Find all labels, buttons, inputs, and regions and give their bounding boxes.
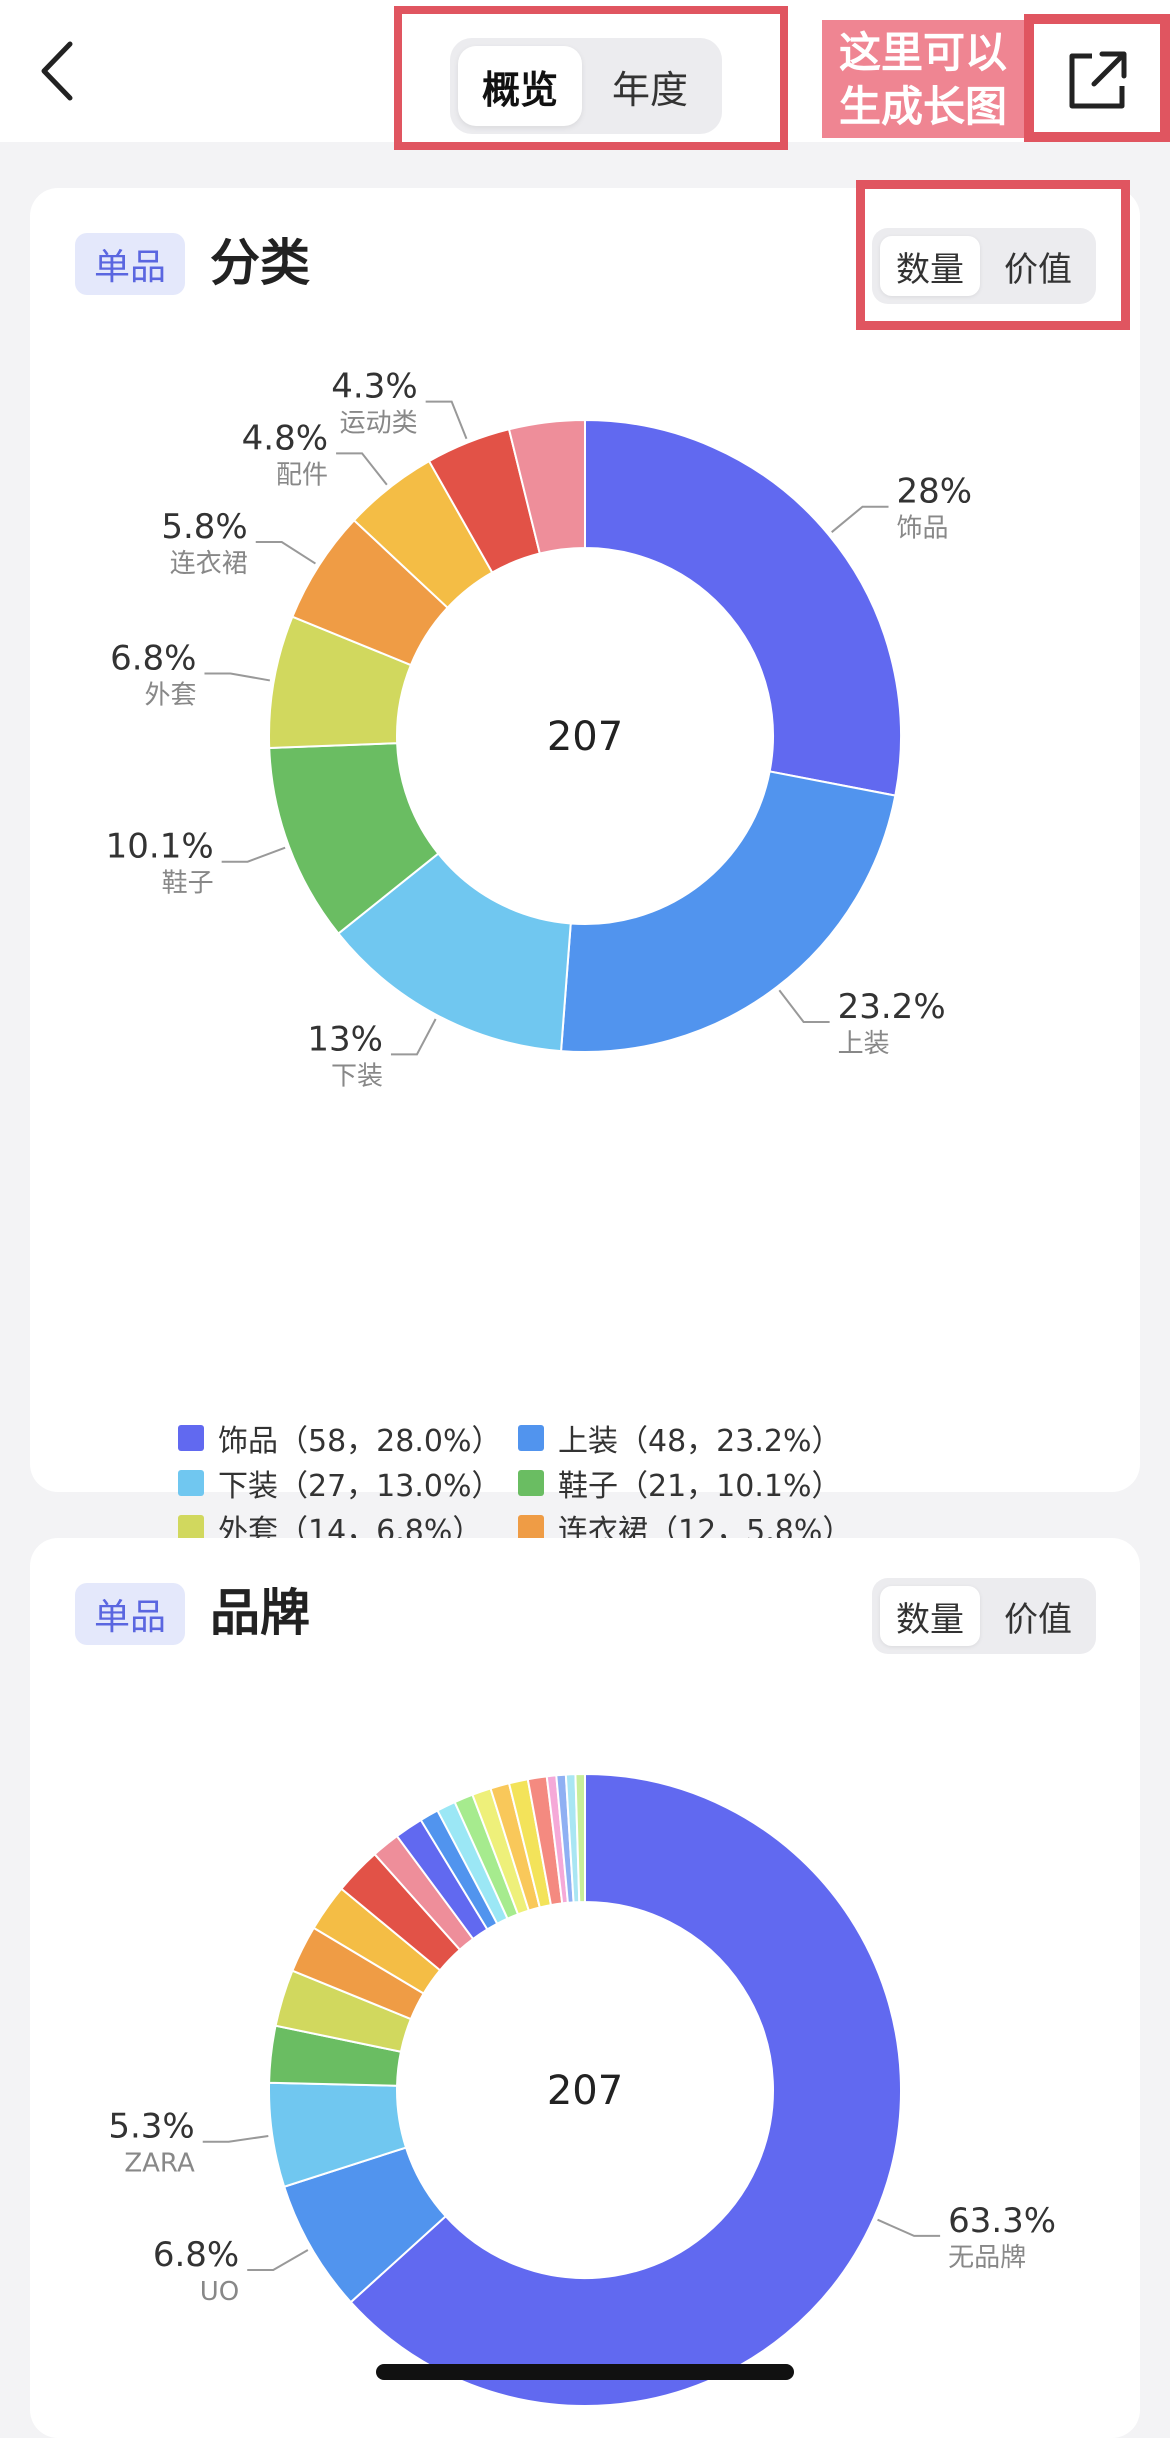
- pie-name-label: 连衣裙: [170, 549, 248, 579]
- toggle-highlight: [856, 180, 1130, 330]
- pie-slice[interactable]: [574, 1772, 586, 1904]
- toggle-value[interactable]: 价值: [1004, 1599, 1072, 1640]
- brand-card: 单品 品牌 数量 价值 63.3% 无品牌 6.8% UO 5.3% ZARA 207: [30, 1538, 1140, 2438]
- legend-label: 鞋子（21，10.1%）: [558, 1469, 842, 1504]
- pie-name-label: 外套: [144, 680, 196, 710]
- legend-item[interactable]: 鞋子（21，10.1%）: [518, 1461, 841, 1505]
- pie-label-leader: [425, 400, 468, 440]
- metric-toggle: 数量 价值: [872, 228, 1096, 304]
- pie-name-label: 上装: [838, 1029, 890, 1059]
- toggle-value[interactable]: 价值: [1004, 249, 1072, 290]
- pie-label-leader: [204, 672, 271, 682]
- pie-label-leader: [336, 452, 388, 486]
- view-tabs: 概览 年度: [450, 38, 722, 134]
- donut-center-total: 207: [547, 2068, 623, 2114]
- pie-slice[interactable]: [584, 418, 902, 797]
- pie-percent-label: 4.8%: [242, 418, 328, 458]
- pie-percent-label: 5.8%: [161, 507, 247, 547]
- toggle-count[interactable]: 数量: [880, 236, 980, 296]
- pie-percent-label: 6.8%: [110, 638, 196, 678]
- pie-name-label: 鞋子: [162, 869, 214, 899]
- category-donut-chart: 28%饰品 23.2%上装 13%下装 10.1%鞋子 6.8%外套 5.8%连衣裙 4.8…: [106, 367, 973, 1092]
- tab-annual[interactable]: 年度: [611, 67, 688, 112]
- pie-slice[interactable]: [559, 770, 897, 1053]
- legend-label: 下装（27，13.0%）: [218, 1469, 502, 1504]
- card-title: 品牌: [210, 1584, 310, 1642]
- pie-percent-label: 28%: [897, 472, 973, 512]
- legend-swatch: [178, 1515, 204, 1541]
- item-tag: 单品: [75, 233, 185, 295]
- pie-name-label: 下装: [331, 1061, 383, 1091]
- pie-label-leader: [390, 1018, 437, 1056]
- item-tag: 单品: [75, 1583, 185, 1645]
- pie-label-leader: [778, 989, 830, 1024]
- legend-item[interactable]: 饰品（58，28.0%）: [178, 1416, 501, 1460]
- pie-percent-label: 4.3%: [331, 367, 417, 407]
- legend-label: 饰品（58，28.0%）: [218, 1424, 502, 1459]
- share-button[interactable]: [1024, 14, 1170, 142]
- pie-percent-label: 6.8%: [153, 2235, 239, 2275]
- legend-swatch: [518, 1470, 544, 1496]
- pie-percent-label: 10.1%: [106, 827, 214, 867]
- category-card: 单品 分类 数量 价值 28% 饰品 23.2% 上装 13% 下装 10.1% 鞋子 6.8%…: [30, 180, 1140, 1639]
- pie-percent-label: 23.2%: [838, 987, 946, 1027]
- pie-label-leader: [202, 2134, 269, 2143]
- pie-label-leader: [221, 846, 286, 863]
- pie-label-leader: [877, 2218, 941, 2237]
- top-bar: 概览 年度 这里可以生成长图: [0, 0, 1170, 150]
- donut-center-total: 207: [547, 714, 623, 760]
- pie-percent-label: 5.3%: [108, 2107, 194, 2147]
- toggle-count[interactable]: 数量: [880, 1586, 980, 1646]
- pie-name-label: 运动类: [340, 409, 418, 439]
- pie-name-label: ZARA: [124, 2149, 195, 2179]
- share-external-icon: [1069, 51, 1127, 109]
- home-indicator: [376, 2364, 794, 2380]
- metric-toggle: 数量 价值: [872, 1578, 1096, 1654]
- pie-label-leader: [247, 2249, 309, 2271]
- annotation-note: 这里可以生成长图: [822, 20, 1024, 138]
- pie-name-label: UO: [200, 2277, 240, 2307]
- legend-swatch: [518, 1515, 544, 1541]
- pie-label-leader: [255, 540, 316, 565]
- view-tabs-highlight: 概览 年度: [394, 6, 788, 150]
- chevron-left-icon[interactable]: [36, 36, 86, 106]
- legend-item[interactable]: 上装（48，23.2%）: [518, 1416, 841, 1460]
- card-title: 分类: [210, 234, 310, 292]
- pie-name-label: 配件: [276, 460, 328, 490]
- pie-label-leader: [831, 505, 889, 533]
- pie-percent-label: 63.3%: [948, 2201, 1056, 2241]
- legend-item[interactable]: 下装（27，13.0%）: [178, 1461, 501, 1505]
- tab-overview[interactable]: 概览: [458, 46, 582, 126]
- legend-label: 上装（48，23.2%）: [558, 1424, 842, 1459]
- legend-swatch: [178, 1425, 204, 1451]
- pie-name-label: 无品牌: [948, 2243, 1026, 2273]
- pie-name-label: 饰品: [897, 514, 949, 544]
- brand-donut-chart: 63.3%无品牌 6.8%UO 5.3%ZARA 207: [108, 1772, 1056, 2407]
- pie-percent-label: 13%: [307, 1019, 383, 1059]
- legend-swatch: [178, 1470, 204, 1496]
- legend-swatch: [518, 1425, 544, 1451]
- pie-slice[interactable]: [507, 418, 586, 555]
